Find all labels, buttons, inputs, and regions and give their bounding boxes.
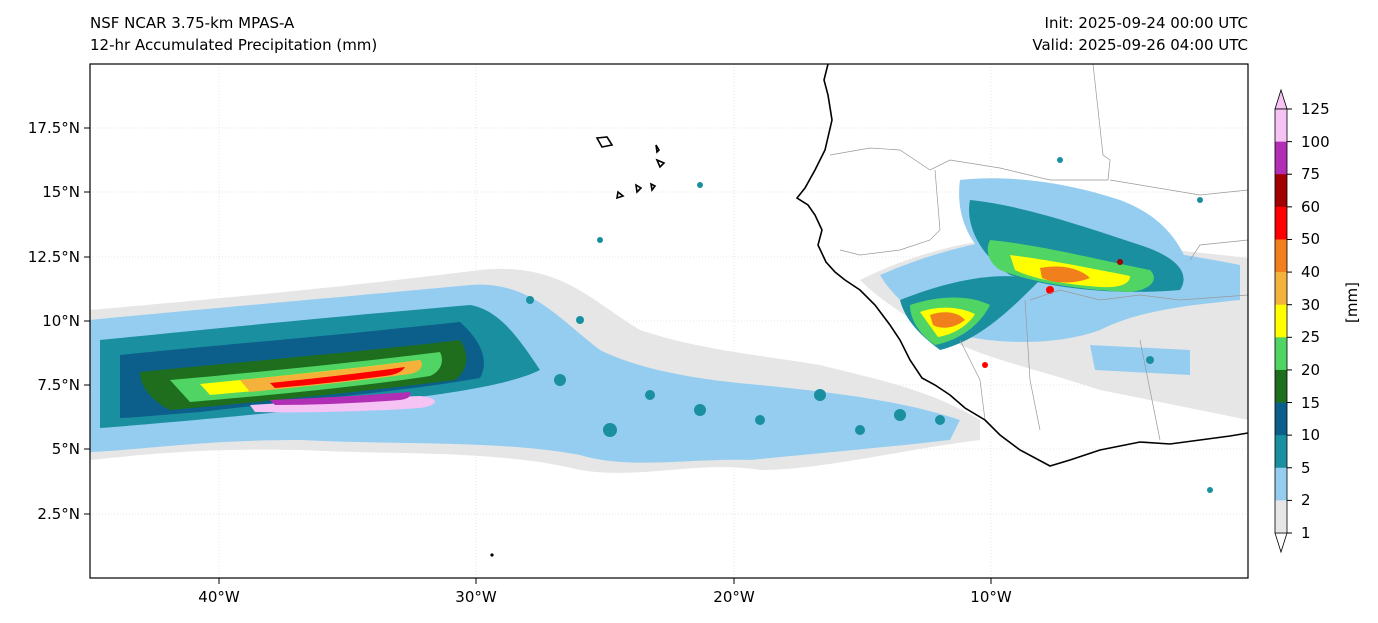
colorbar-level-label: 60 — [1301, 197, 1321, 216]
lat-label-15: 15°N — [42, 183, 80, 201]
colorbar-extend-top — [1274, 88, 1288, 110]
colorbar-bin — [1275, 435, 1287, 469]
colorbar-level-label: 30 — [1301, 295, 1321, 314]
colorbar-level-label: 100 — [1301, 132, 1330, 151]
coastline — [595, 64, 1248, 467]
colorbar-level-label: 40 — [1301, 263, 1321, 282]
time-block: Init: 2025-09-24 00:00 UTC Valid: 2025-0… — [1032, 12, 1248, 56]
colorbar-bin — [1275, 402, 1287, 436]
colorbar-bin — [1275, 141, 1287, 175]
colorbar-level-label: 75 — [1301, 165, 1321, 184]
lon-label-40w: 40°W — [198, 588, 240, 606]
colorbar-bin — [1275, 174, 1287, 208]
colorbar-bin — [1275, 109, 1287, 142]
colorbar-level-label: 10 — [1301, 426, 1321, 445]
lat-label-12-5: 12.5°N — [27, 248, 80, 266]
valid-time: Valid: 2025-09-26 04:00 UTC — [1032, 36, 1248, 54]
model-title: NSF NCAR 3.75-km MPAS-A — [90, 14, 295, 32]
colorbar-bin — [1275, 369, 1287, 403]
colorbar — [1274, 88, 1292, 554]
colorbar-bin — [1275, 500, 1287, 534]
colorbar-bin — [1275, 467, 1287, 501]
colorbar-bin — [1275, 337, 1287, 371]
colorbar-level-label: 20 — [1301, 360, 1321, 379]
colorbar-frame — [1274, 108, 1288, 534]
scattered-cells — [526, 157, 1213, 493]
colorbar-level-label: 15 — [1301, 393, 1321, 412]
lon-ticks — [218, 578, 992, 584]
field-title: 12-hr Accumulated Precipitation (mm) — [90, 36, 378, 54]
colorbar-level-label: 25 — [1301, 328, 1321, 347]
title-block: NSF NCAR 3.75-km MPAS-A 12-hr Accumulate… — [90, 12, 377, 56]
colorbar-level-label: 125 — [1301, 100, 1330, 118]
precip-100plus — [250, 392, 435, 413]
colorbar-level-label: 5 — [1301, 458, 1311, 477]
lat-label-17-5: 17.5°N — [27, 119, 80, 137]
map-area — [90, 64, 1248, 578]
lat-label-2-5: 2.5°N — [37, 505, 80, 523]
lat-label-10: 10°N — [42, 312, 80, 330]
colorbar-bin — [1275, 239, 1287, 273]
lon-label-20w: 20°W — [713, 588, 755, 606]
precip-40-75mm — [240, 259, 1123, 392]
lat-label-5: 5°N — [51, 440, 80, 458]
init-time: Init: 2025-09-24 00:00 UTC — [1044, 14, 1248, 32]
colorbar-level-label: 50 — [1301, 230, 1321, 249]
colorbar-level-label: 2 — [1301, 491, 1311, 510]
colorbar-bin — [1275, 272, 1287, 305]
colorbar-unit: [mm] — [1343, 282, 1361, 323]
colorbar-extend-bottom — [1274, 532, 1288, 554]
colorbar-bin — [1275, 206, 1287, 240]
lon-label-30w: 30°W — [455, 588, 497, 606]
country-borders — [829, 64, 1248, 441]
island-dot — [490, 553, 494, 557]
colorbar-bin — [1275, 304, 1287, 338]
colorbar-level-label: 1 — [1301, 524, 1311, 542]
lon-label-10w: 10°W — [970, 588, 1012, 606]
lat-ticks — [84, 127, 90, 515]
lat-label-7-5: 7.5°N — [37, 376, 80, 394]
